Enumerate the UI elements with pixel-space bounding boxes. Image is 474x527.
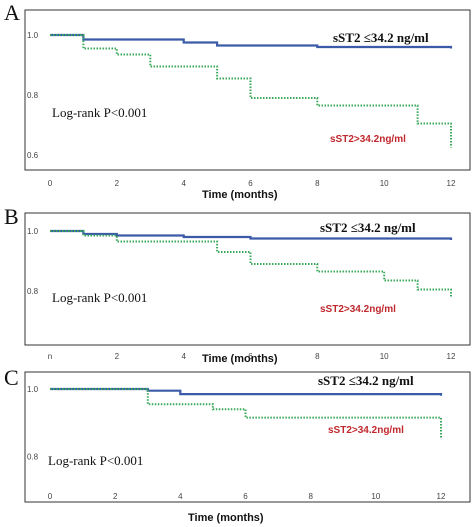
panel-b-legend-low: sST2 ≤34.2 ng/ml bbox=[320, 220, 416, 235]
panel-c-y-tick-label: 0.8 bbox=[27, 452, 39, 461]
panel-c: C Log-rank P<0.001 sST2 ≤34.2 ng/ml sST2… bbox=[4, 365, 471, 524]
panel-b-x-ticks: n 2 4 6 8 10 12 bbox=[48, 352, 456, 361]
panel-b-x-tick-label: 10 bbox=[380, 352, 389, 361]
panel-a: A Log-rank P<0.001 sST2 ≤34.2 ng/ml sST2… bbox=[4, 0, 471, 201]
panel-b-x-tick-label: 2 bbox=[115, 352, 120, 361]
panel-b-x-tick-label: 12 bbox=[447, 352, 456, 361]
panel-b: B Log-rank P<0.001 sST2 ≤34.2 ng/ml sST2… bbox=[4, 204, 471, 365]
panel-c-curves bbox=[50, 387, 443, 438]
panel-c-y-tick-label: 1.0 bbox=[27, 385, 39, 394]
panel-a-x-tick-label: 12 bbox=[447, 179, 456, 188]
panel-c-x-tick-label: 12 bbox=[437, 492, 446, 501]
panel-b-logrank: Log-rank P<0.001 bbox=[52, 290, 147, 305]
panel-a-x-tick-label: 4 bbox=[181, 179, 186, 188]
panel-a-legend-low: sST2 ≤34.2 ng/ml bbox=[333, 30, 429, 45]
panel-a-x-tick-label: 10 bbox=[380, 179, 389, 188]
panel-b-x-tick-label: 8 bbox=[315, 352, 320, 361]
panel-c-x-ticks: 0 2 4 6 8 10 12 bbox=[48, 492, 446, 501]
panel-a-x-tick-label: 6 bbox=[248, 179, 253, 188]
panel-b-curve-low-sst2 bbox=[50, 229, 453, 240]
panel-b-x-tick-label: n bbox=[48, 352, 52, 361]
panel-a-legend-high: sST2>34.2ng/ml bbox=[330, 134, 406, 145]
panel-a-y-ticks: 1.0 0.8 0.6 bbox=[27, 31, 39, 160]
panel-b-curves bbox=[50, 229, 453, 297]
panel-a-logrank: Log-rank P<0.001 bbox=[52, 105, 147, 120]
panel-c-x-tick-label: 8 bbox=[308, 492, 313, 501]
panel-c-x-tick-label: 4 bbox=[178, 492, 183, 501]
panel-a-x-tick-label: 8 bbox=[315, 179, 320, 188]
panel-c-curve-low-sst2 bbox=[50, 387, 443, 396]
panel-c-x-tick-label: 6 bbox=[243, 492, 248, 501]
panel-c-legend-low: sST2 ≤34.2 ng/ml bbox=[318, 373, 414, 388]
panel-a-y-tick-label: 0.6 bbox=[27, 151, 39, 160]
panel-a-x-tick-label: 2 bbox=[115, 179, 120, 188]
panel-a-frame bbox=[24, 9, 471, 171]
panel-c-letter: C bbox=[4, 365, 19, 390]
panel-c-x-tick-label: 2 bbox=[113, 492, 118, 501]
panel-c-logrank: Log-rank P<0.001 bbox=[48, 453, 143, 468]
panel-b-curve-high-sst2 bbox=[50, 230, 452, 297]
panel-b-y-tick-label: 0.8 bbox=[27, 287, 39, 296]
panel-a-curve-high-sst2 bbox=[50, 34, 452, 148]
panel-c-frame bbox=[24, 371, 471, 503]
panel-b-legend-high: sST2>34.2ng/ml bbox=[320, 304, 396, 315]
panel-c-x-tick-label: 0 bbox=[48, 492, 53, 501]
panel-b-xlabel: Time (months) bbox=[202, 353, 278, 365]
panel-b-letter: B bbox=[4, 204, 19, 229]
panel-a-letter: A bbox=[4, 0, 20, 25]
panel-a-xlabel: Time (months) bbox=[202, 189, 278, 201]
panel-a-y-tick-label: 0.8 bbox=[27, 91, 39, 100]
panel-c-curve-high-sst2 bbox=[50, 388, 442, 438]
panel-a-curves bbox=[50, 33, 453, 148]
panel-c-xlabel: Time (months) bbox=[188, 512, 264, 524]
panel-c-x-tick-label: 10 bbox=[371, 492, 380, 501]
panel-b-x-tick-label: 6 bbox=[248, 352, 253, 361]
panel-a-y-tick-label: 1.0 bbox=[27, 31, 39, 40]
panel-a-x-tick-label: 0 bbox=[48, 179, 53, 188]
panel-b-y-ticks: 1.0 0.8 bbox=[27, 227, 39, 296]
panel-b-frame bbox=[24, 212, 471, 346]
panel-b-x-tick-label: 4 bbox=[181, 352, 186, 361]
panel-c-y-ticks: 1.0 0.8 bbox=[27, 385, 39, 461]
panel-c-legend-high: sST2>34.2ng/ml bbox=[328, 425, 404, 436]
panel-b-y-tick-label: 1.0 bbox=[27, 227, 39, 236]
panel-a-x-ticks: 0 2 4 6 8 10 12 bbox=[48, 179, 456, 188]
